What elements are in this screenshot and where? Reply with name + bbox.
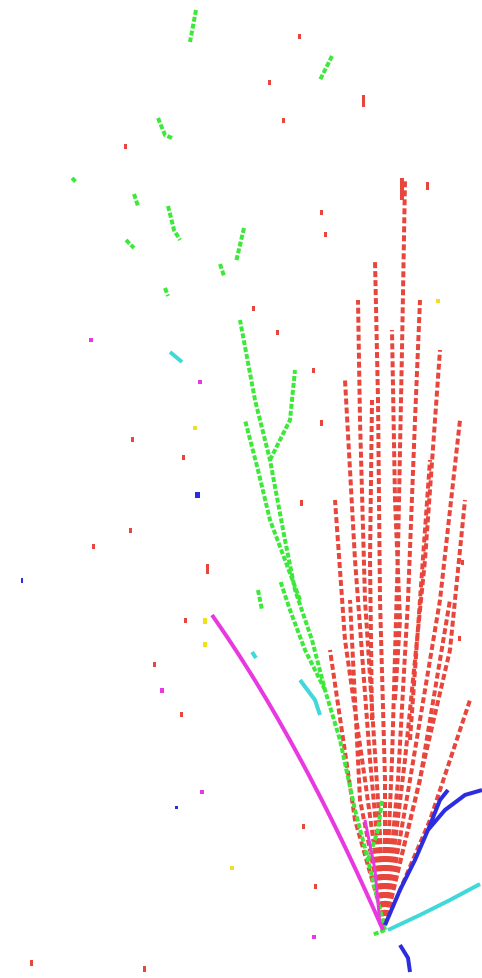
event-display (0, 0, 482, 978)
green-track (72, 178, 76, 182)
page (0, 0, 482, 978)
background (0, 0, 482, 978)
